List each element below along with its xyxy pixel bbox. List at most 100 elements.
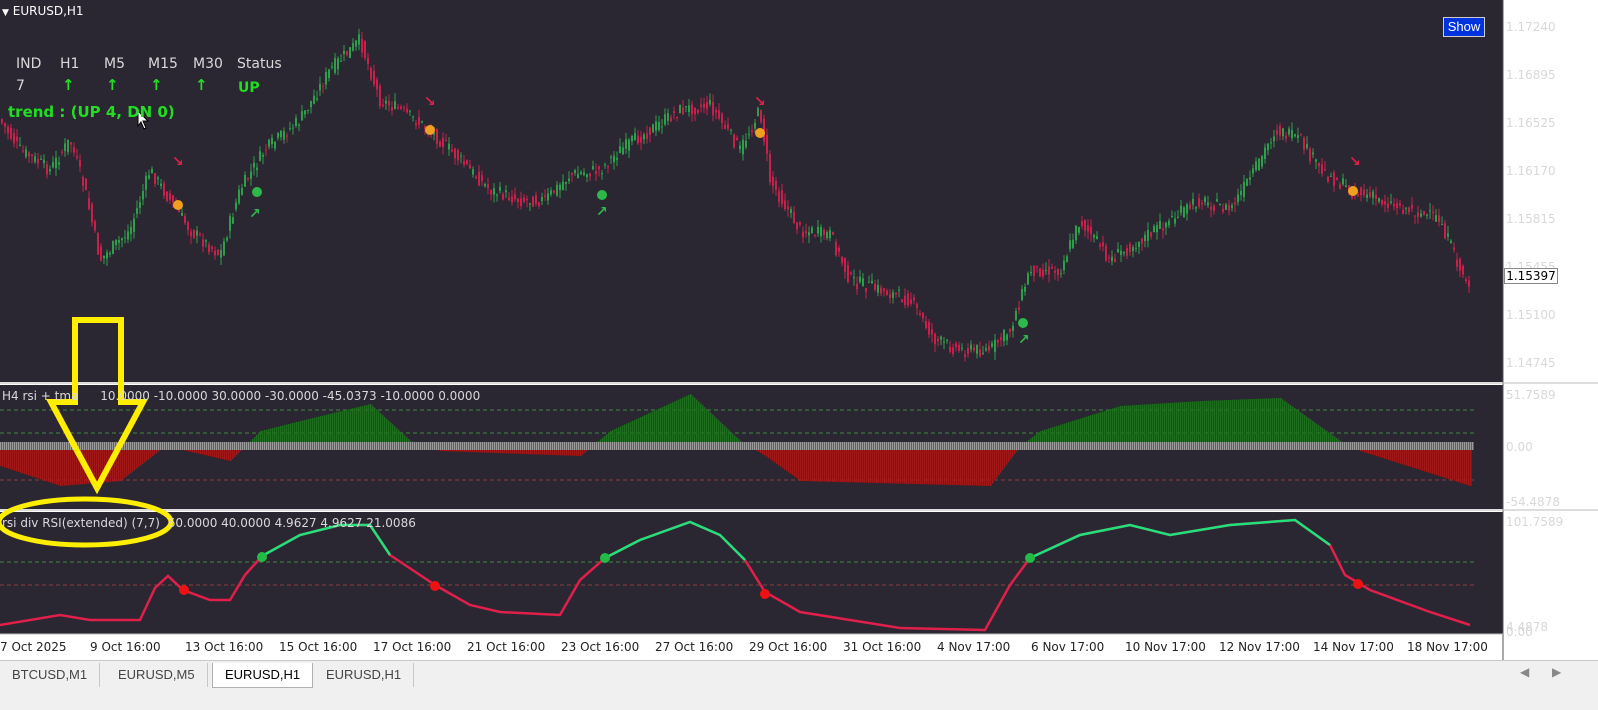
candle bbox=[85, 178, 87, 190]
time-label: 4 Nov 17:00 bbox=[937, 640, 1010, 654]
candle bbox=[379, 83, 381, 108]
sell-arrow-icon: ↘ bbox=[424, 94, 436, 110]
signal-dot-icon bbox=[1018, 318, 1028, 328]
tab-eurusd-h1-active[interactable]: EURUSD,H1 bbox=[212, 663, 313, 688]
indicator2-title: rsi div RSI(extended) (7,7) bbox=[2, 516, 160, 530]
main-price-pane bbox=[0, 0, 1503, 382]
candle bbox=[1105, 243, 1107, 262]
price-label: 1.17240 bbox=[1506, 20, 1556, 34]
candle bbox=[97, 232, 99, 255]
candle bbox=[679, 104, 681, 113]
m30-up-arrow-icon: ↑ bbox=[195, 76, 208, 94]
signal-dot-icon bbox=[755, 128, 765, 138]
time-label: 31 Oct 16:00 bbox=[843, 640, 921, 654]
header-m5: M5 bbox=[104, 56, 125, 72]
candle bbox=[1258, 158, 1260, 171]
header-m15: M15 bbox=[148, 56, 178, 72]
ind-value: 7 bbox=[16, 78, 25, 94]
h1-up-arrow-icon: ↑ bbox=[62, 76, 75, 94]
time-label: 18 Nov 17:00 bbox=[1407, 640, 1488, 654]
rsi-div-pane bbox=[0, 512, 1503, 634]
candle bbox=[733, 133, 735, 148]
price-label: 1.14745 bbox=[1506, 356, 1556, 370]
show-button[interactable]: Show bbox=[1443, 17, 1485, 37]
header-m30: M30 bbox=[193, 56, 223, 72]
ind1-axis-label: -54.4878 bbox=[1506, 495, 1560, 509]
ind2-axis-label: 0.00 bbox=[1506, 625, 1533, 639]
price-label: 1.15815 bbox=[1506, 212, 1556, 226]
candle bbox=[760, 109, 762, 124]
candle bbox=[832, 232, 834, 235]
indicator2-params: 60.0000 40.0000 4.9627 4.9627 21.0086 bbox=[168, 516, 416, 530]
time-label: 12 Nov 17:00 bbox=[1219, 640, 1300, 654]
rsi-signal-dot bbox=[1353, 579, 1363, 589]
time-label: 29 Oct 16:00 bbox=[749, 640, 827, 654]
candle bbox=[112, 240, 114, 254]
price-label: 1.15100 bbox=[1506, 308, 1556, 322]
indicator1-title: H4 rsi + tma bbox=[2, 389, 78, 403]
chart-canvas[interactable]: ↘↘↘↘↗↗↗ bbox=[0, 0, 1598, 660]
time-label: 27 Oct 16:00 bbox=[655, 640, 733, 654]
time-label: 13 Oct 16:00 bbox=[185, 640, 263, 654]
tab-eurusd-m5[interactable]: EURUSD,M5 bbox=[106, 663, 208, 687]
sell-arrow-icon: ↘ bbox=[754, 94, 766, 110]
signal-dot-icon bbox=[1348, 186, 1358, 196]
current-price-tag: 1.15397 bbox=[1504, 268, 1558, 284]
symbol-title[interactable]: ▼ EURUSD,H1 bbox=[2, 4, 84, 18]
time-label: 17 Oct 16:00 bbox=[373, 640, 451, 654]
time-label: 15 Oct 16:00 bbox=[279, 640, 357, 654]
time-label: 7 Oct 2025 bbox=[0, 640, 67, 654]
candle bbox=[1027, 271, 1029, 284]
signal-dot-icon bbox=[425, 125, 435, 135]
chart-tabs-bar: BTCUSD,M1 EURUSD,M5 EURUSD,H1 EURUSD,H1 … bbox=[0, 660, 1598, 710]
tab-scroll-left-icon[interactable]: ◀ bbox=[1520, 665, 1529, 679]
buy-arrow-icon: ↗ bbox=[1018, 332, 1030, 348]
time-label: 9 Oct 16:00 bbox=[90, 640, 161, 654]
ind1-axis-label: 0.00 bbox=[1506, 440, 1533, 454]
status-value: UP bbox=[238, 80, 260, 96]
signal-dot-icon bbox=[597, 190, 607, 200]
candle bbox=[349, 47, 351, 58]
header-ind: IND bbox=[16, 56, 41, 72]
indicator1-params: 10.0000 -10.0000 30.0000 -30.0000 -45.03… bbox=[100, 389, 480, 403]
header-status: Status bbox=[237, 56, 282, 72]
price-label: 1.16170 bbox=[1506, 164, 1556, 178]
price-label: 1.16895 bbox=[1506, 68, 1556, 82]
rsi-signal-dot bbox=[430, 581, 440, 591]
indicator2-label: rsi div RSI(extended) (7,7) 60.0000 40.0… bbox=[2, 516, 416, 530]
indicator1-label: H4 rsi + tma 10.0000 -10.0000 30.0000 -3… bbox=[2, 389, 480, 403]
time-label: 6 Nov 17:00 bbox=[1031, 640, 1104, 654]
rsi-signal-dot bbox=[257, 552, 267, 562]
signal-dot-icon bbox=[252, 187, 262, 197]
signal-dot-icon bbox=[173, 200, 183, 210]
candle bbox=[364, 40, 366, 60]
m15-up-arrow-icon: ↑ bbox=[150, 76, 163, 94]
candle bbox=[1039, 268, 1041, 277]
buy-arrow-icon: ↗ bbox=[596, 204, 608, 220]
rsi-signal-dot bbox=[760, 589, 770, 599]
candle bbox=[166, 191, 168, 202]
dropdown-triangle-icon[interactable]: ▼ bbox=[2, 8, 9, 18]
m5-up-arrow-icon: ↑ bbox=[106, 76, 119, 94]
candle bbox=[769, 150, 771, 185]
time-label: 10 Nov 17:00 bbox=[1125, 640, 1206, 654]
candle bbox=[532, 196, 534, 207]
rsi-signal-dot bbox=[179, 585, 189, 595]
tab-btcusd-m1[interactable]: BTCUSD,M1 bbox=[0, 663, 100, 687]
time-label: 23 Oct 16:00 bbox=[561, 640, 639, 654]
buy-arrow-icon: ↗ bbox=[249, 206, 261, 222]
tab-scroll-right-icon[interactable]: ▶ bbox=[1552, 665, 1561, 679]
header-h1: H1 bbox=[60, 56, 79, 72]
rsi-signal-dot bbox=[600, 553, 610, 563]
candle bbox=[652, 124, 654, 133]
candle bbox=[1246, 178, 1248, 186]
sell-arrow-icon: ↘ bbox=[1349, 154, 1361, 170]
time-label: 21 Oct 16:00 bbox=[467, 640, 545, 654]
time-label: 14 Nov 17:00 bbox=[1313, 640, 1394, 654]
trend-summary: trend : (UP 4, DN 0) bbox=[8, 103, 175, 121]
tab-eurusd-h1[interactable]: EURUSD,H1 bbox=[314, 663, 414, 687]
ind2-axis-label: 101.7589 bbox=[1506, 515, 1563, 529]
candle bbox=[1183, 206, 1185, 218]
ind1-axis-label: 51.7589 bbox=[1506, 388, 1556, 402]
rsi-signal-dot bbox=[1025, 553, 1035, 563]
